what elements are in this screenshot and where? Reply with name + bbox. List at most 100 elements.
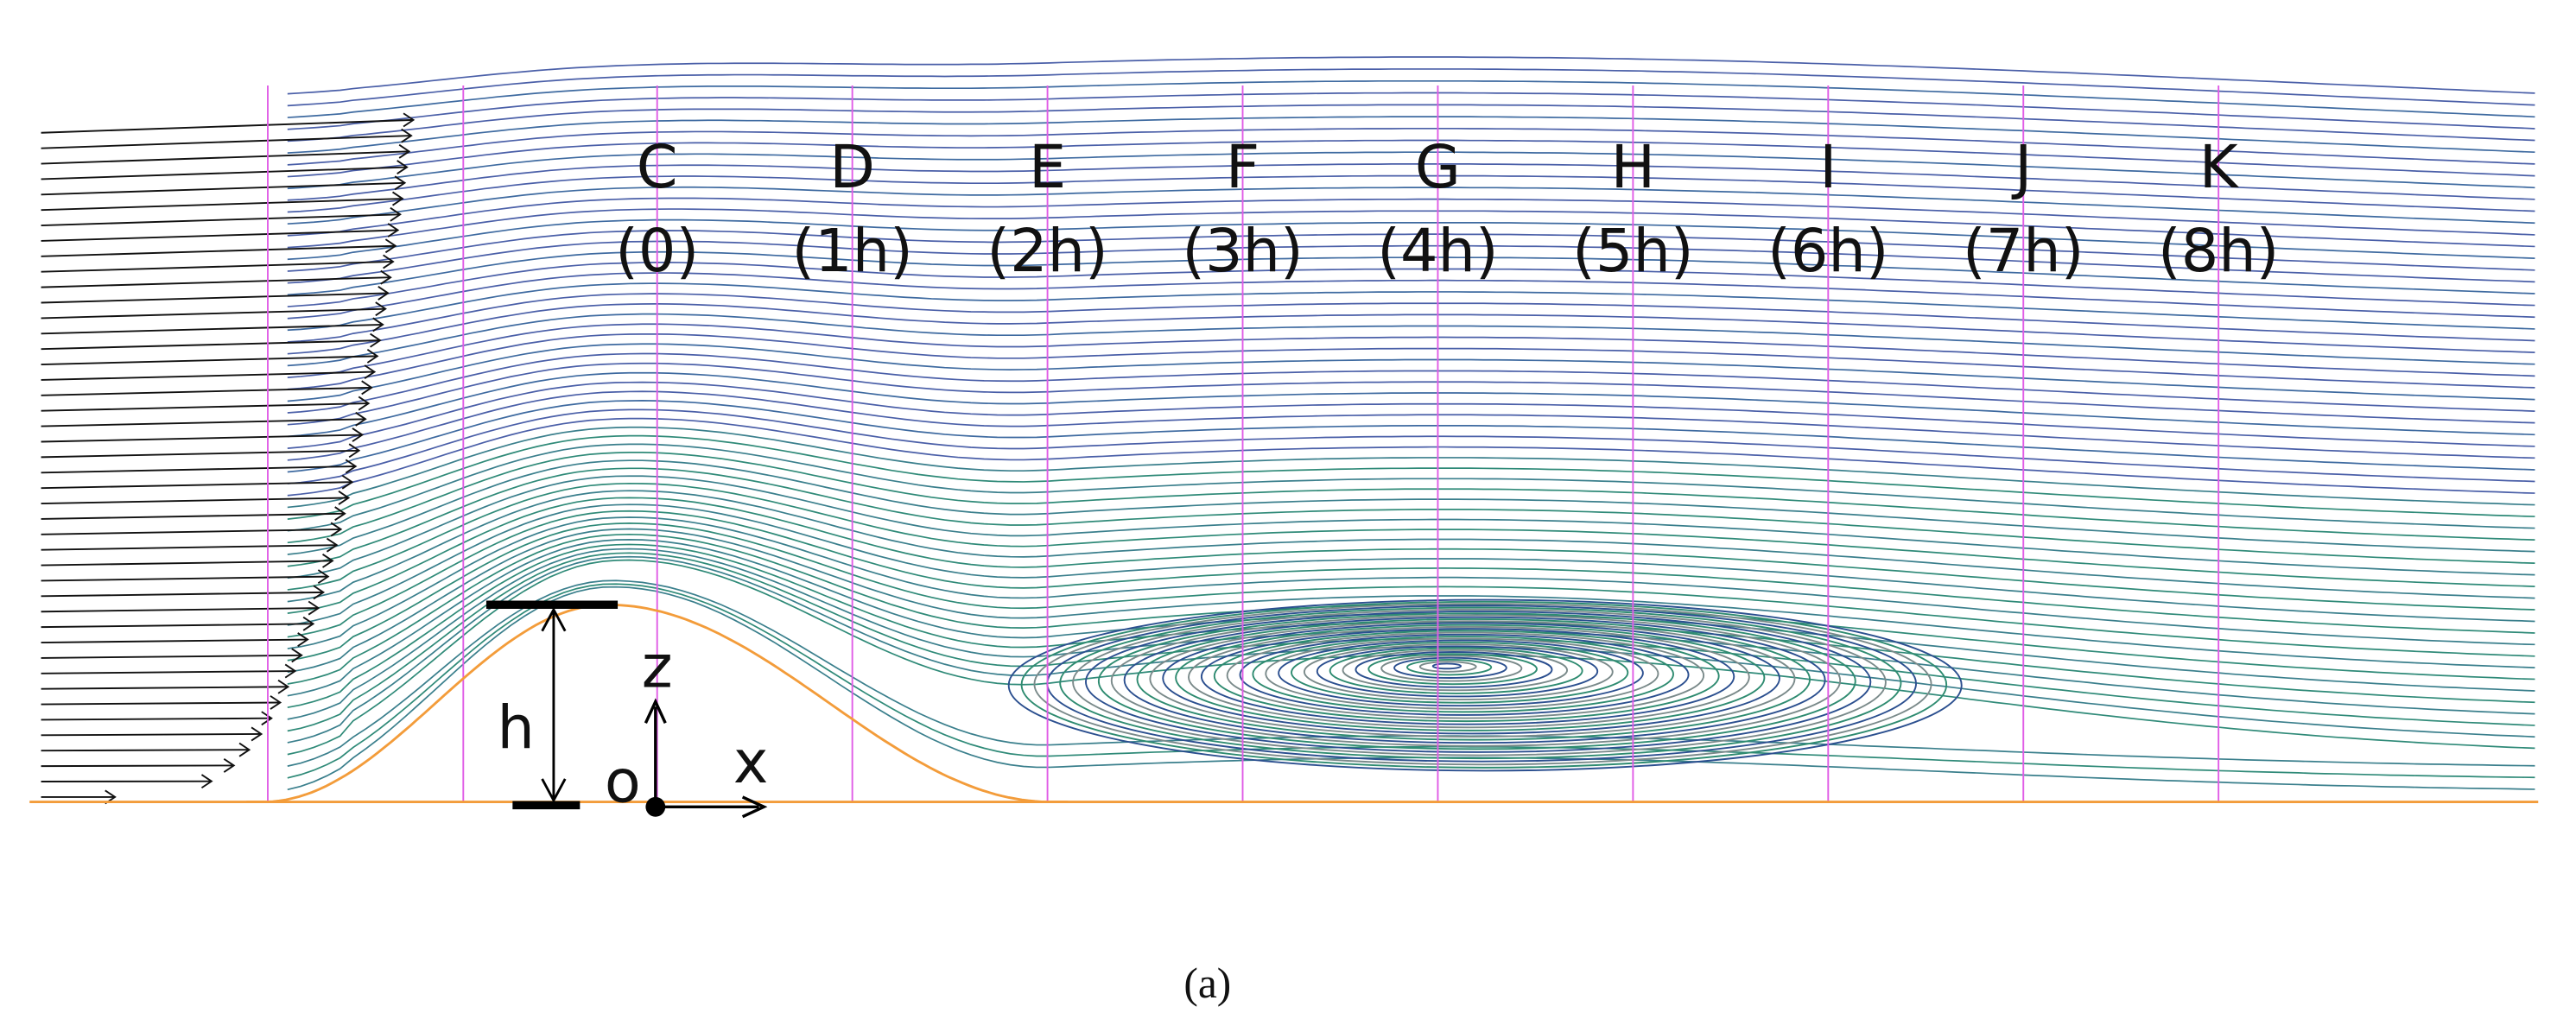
vortex-ring: [1342, 649, 1569, 692]
inlet-arrow: [41, 434, 363, 443]
streamline: [287, 282, 2535, 332]
streamline: [287, 313, 2535, 367]
station-label: G: [1415, 133, 1461, 202]
streamline: [287, 583, 2535, 779]
inlet-arrow: [41, 229, 398, 242]
inlet-arrow: [41, 118, 414, 134]
vortex-ring: [1072, 608, 1887, 757]
vortex-ring: [1123, 616, 1826, 744]
streamline: [287, 443, 2535, 532]
streamline: [287, 390, 2535, 461]
inlet-arrow: [41, 670, 295, 674]
inlet-arrow-head: [277, 679, 290, 694]
vortex-ring: [1085, 611, 1872, 753]
streamlines: [287, 56, 2535, 791]
vortex-ring: [1033, 603, 1932, 766]
inlet-arrow-head: [284, 663, 297, 679]
inlet-arrow: [41, 528, 341, 535]
streamline: [287, 293, 2535, 343]
vortex-ring: [1265, 637, 1659, 710]
streamline: [287, 475, 2535, 579]
vortex-ring: [1303, 643, 1614, 701]
vortex-ring: [1213, 630, 1720, 723]
station-label: H: [1611, 133, 1655, 202]
streamline: [287, 323, 2535, 378]
inlet-arrow-head: [403, 112, 416, 128]
inlet-arrow-head: [313, 585, 326, 600]
inlet-arrow-head: [387, 223, 400, 237]
inlet-arrow: [41, 135, 412, 149]
inlet-arrow: [41, 198, 403, 212]
inlet-arrow-head: [378, 286, 390, 301]
inlet-arrow-head: [355, 411, 367, 427]
inlet-arrow: [41, 276, 391, 288]
streamline: [287, 79, 2535, 118]
streamline: [287, 104, 2535, 142]
vortex-ring: [1110, 614, 1842, 747]
inlet-arrow-head: [397, 160, 409, 174]
vortex-ring: [1239, 633, 1690, 716]
streamline: [287, 186, 2535, 225]
inlet-arrow: [41, 686, 289, 690]
vortex-ring: [1329, 647, 1583, 694]
streamline: [287, 343, 2535, 402]
vortex-ring: [1380, 655, 1523, 682]
inlet-arrow-head: [334, 506, 346, 522]
streamline: [287, 482, 2535, 591]
inlet-arrow: [41, 339, 381, 351]
inlet-arrow: [41, 465, 356, 474]
streamline: [287, 522, 2535, 662]
station-position: (5h): [1572, 217, 1693, 286]
streamline: [287, 250, 2535, 296]
streamline: [287, 559, 2535, 756]
inlet-arrow: [41, 418, 366, 427]
inlet-arrow: [41, 497, 349, 504]
vortex-ring: [1367, 653, 1538, 686]
vortex-ring: [1136, 617, 1811, 741]
streamline: [287, 459, 2535, 555]
inlet-arrow-head: [261, 711, 273, 726]
vortex-ring: [1291, 641, 1629, 704]
streamline: [287, 127, 2535, 166]
streamline: [287, 272, 2535, 320]
inlet-arrow: [41, 544, 337, 551]
streamline: [287, 68, 2535, 107]
vortex-ring: [1188, 625, 1750, 729]
station-label: D: [829, 133, 875, 202]
vortex-ring: [1405, 658, 1493, 676]
streamline: [287, 56, 2535, 95]
streamline: [287, 332, 2535, 390]
inlet-arrow: [41, 449, 359, 459]
streamline: [287, 371, 2535, 438]
inlet-arrow-head: [270, 695, 282, 710]
vortex-ring: [1278, 639, 1644, 707]
streamline: [287, 381, 2535, 449]
inlet-arrow: [41, 292, 389, 304]
inlet-arrow-head: [380, 269, 392, 285]
arrow-heads: [541, 606, 567, 803]
inlet-arrow: [41, 481, 352, 490]
vortex-ring: [1418, 661, 1477, 673]
inlet-arrow-head: [348, 443, 361, 459]
station-position: (7h): [1963, 217, 2084, 286]
streamline: [287, 208, 2535, 249]
streamline: [287, 516, 2535, 649]
streamline: [287, 452, 2535, 544]
inlet-arrow: [41, 307, 386, 320]
vortex-ring: [1149, 620, 1796, 738]
inlet-arrow: [41, 575, 328, 582]
inlet-arrow: [41, 244, 396, 257]
inlet-arrow: [41, 638, 308, 643]
inlet-arrow: [41, 323, 384, 335]
inlet-arrow-head: [391, 191, 404, 206]
streamline: [287, 497, 2535, 614]
inlet-arrow: [41, 623, 314, 629]
axis-arrow-heads: [644, 698, 768, 819]
inlet-arrow-head: [345, 459, 358, 474]
vortex-ring: [1097, 612, 1856, 750]
inlet-arrow: [41, 717, 272, 721]
inlet-arrow-head: [364, 364, 377, 380]
vortex-ring: [1200, 628, 1735, 725]
